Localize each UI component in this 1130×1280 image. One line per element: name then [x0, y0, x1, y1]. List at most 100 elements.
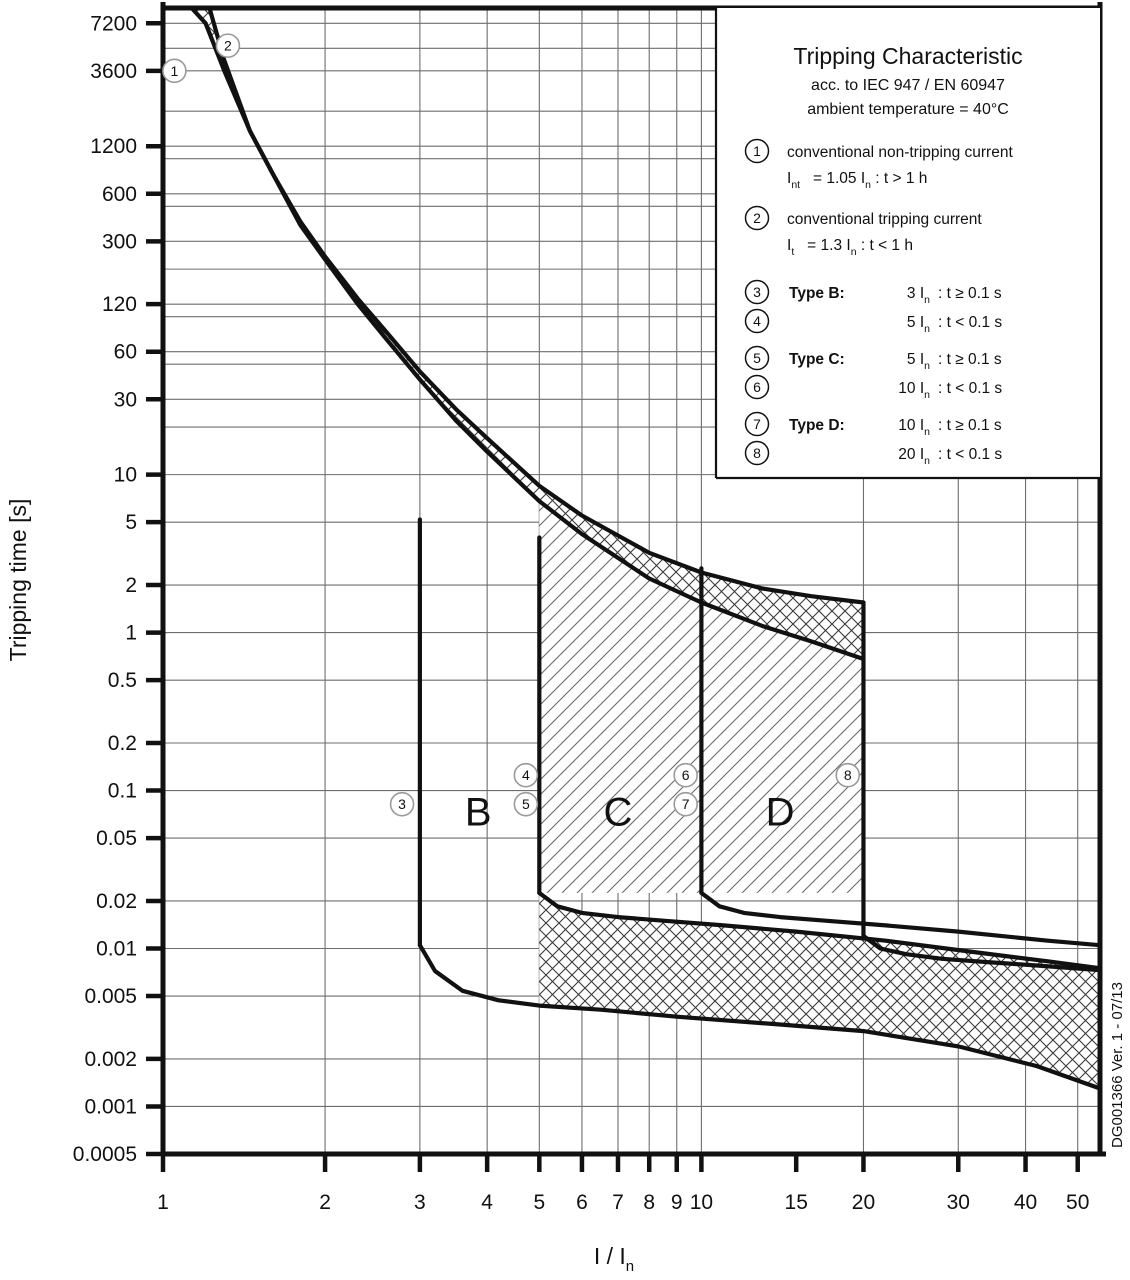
zone-label-C: C	[604, 791, 633, 835]
type-D-row-b-cond: : t < 0.1 s	[938, 446, 1002, 463]
y-tick-label: 3600	[90, 60, 137, 83]
marker-number-2: 2	[753, 210, 761, 226]
x-tick-label: 8	[643, 1191, 655, 1214]
type-B-label: Type B:	[789, 285, 845, 302]
characteristic-curves	[189, 8, 1100, 1091]
x-tick-label: 20	[852, 1191, 875, 1214]
x-tick-label: 10	[690, 1191, 713, 1214]
y-tick-label: 300	[102, 230, 137, 253]
x-tick-label: 40	[1014, 1191, 1037, 1214]
curve-D-20In-knee	[861, 933, 1100, 973]
y-tick-label: 30	[114, 388, 137, 411]
curve-B-3In-knee	[417, 943, 1100, 1091]
zone-fill-D	[701, 602, 864, 893]
marker-circle-7	[744, 411, 770, 437]
x-tick-label: 30	[947, 1191, 970, 1214]
legend-entry-1-line1: conventional non-tripping current	[787, 144, 1013, 161]
plot-marker-circle-2	[215, 33, 241, 58]
plot-marker-number-7: 7	[682, 796, 690, 812]
y-tick-label: 0.1	[108, 780, 137, 803]
y-tick-label: 0.001	[84, 1095, 137, 1118]
x-tick-label: 4	[481, 1191, 493, 1214]
type-B-row-a-value: 3 In	[907, 285, 930, 306]
axis-ticks: 7200360012006003001206030105210.50.20.10…	[73, 12, 1090, 1214]
zone-labels: B C D	[465, 791, 795, 835]
plot-markers: 1 2 3 4 5 6 7 8	[162, 33, 861, 817]
curve-C-5In-knee	[537, 890, 1100, 971]
marker-number-8: 8	[753, 445, 761, 461]
marker-circle-1	[744, 138, 770, 164]
legend-type-D: 7 8 Type D: 10 In : t ≥ 0.1 s 20 In : t …	[744, 411, 1002, 467]
type-C-row-a-value: 5 In	[907, 351, 930, 372]
x-tick-label: 6	[576, 1191, 588, 1214]
type-D-row-a-value: 10 In	[898, 417, 930, 438]
plot-marker-circle-7	[673, 791, 698, 817]
plot-marker-number-1: 1	[171, 63, 179, 79]
plot-marker-number-8: 8	[844, 767, 852, 783]
y-tick-label: 5	[125, 511, 137, 534]
y-tick-label: 7200	[90, 12, 137, 35]
y-tick-label: 0.02	[96, 890, 137, 913]
plot-marker-number-4: 4	[522, 767, 530, 783]
document-code: DG001366 Ver. 1 - 07/13	[1109, 982, 1126, 1148]
magnetic-lower-band	[539, 892, 1100, 1089]
type-C-row-b-cond: : t < 0.1 s	[938, 380, 1002, 397]
marker-circle-3	[744, 279, 770, 305]
plot-marker-circle-3	[389, 791, 415, 817]
y-tick-label: 0.5	[108, 669, 137, 692]
y-axis-title: Tripping time [s]	[5, 499, 31, 662]
marker-number-7: 7	[753, 416, 761, 432]
x-tick-label: 1	[157, 1191, 169, 1214]
type-C-row-a-cond: : t ≥ 0.1 s	[938, 351, 1002, 368]
x-tick-label: 9	[671, 1191, 683, 1214]
plot-marker-number-6: 6	[682, 767, 690, 783]
y-tick-label: 60	[114, 341, 137, 364]
x-axis-title: I / In	[594, 1243, 634, 1275]
legend-type-B: 3 4 Type B: 3 In : t ≥ 0.1 s 5 In : t < …	[744, 279, 1002, 335]
curve-thermal-lower	[207, 8, 866, 662]
legend-title: Tripping Characteristic	[793, 43, 1022, 69]
marker-circle-5	[744, 345, 770, 371]
y-tick-label: 0.2	[108, 732, 137, 755]
type-D-row-b-value: 20 In	[898, 446, 930, 467]
legend-type-C: 5 6 Type C: 5 In : t ≥ 0.1 s 10 In : t <…	[744, 345, 1002, 401]
legend-entry-2-line2: It = 1.3 In : t < 1 h	[787, 237, 913, 258]
legend-entry-1: 1 conventional non-tripping current Int …	[744, 138, 1013, 191]
y-tick-label: 0.01	[96, 937, 137, 960]
marker-circle-2	[744, 205, 770, 231]
type-C-label: Type C:	[789, 351, 845, 368]
legend-entry-1-line2: Int = 1.05 In : t > 1 h	[787, 170, 927, 191]
y-tick-label: 0.002	[84, 1048, 137, 1071]
y-tick-label: 0.0005	[73, 1143, 137, 1166]
type-D-label: Type D:	[789, 417, 845, 434]
type-B-row-a-cond: : t ≥ 0.1 s	[938, 285, 1002, 302]
legend-subtitle-temperature: ambient temperature = 40°C	[807, 101, 1009, 118]
type-C-row-b-value: 10 In	[898, 380, 930, 401]
plot-marker-circle-4	[513, 762, 539, 788]
zone-label-B: B	[465, 791, 492, 835]
marker-number-3: 3	[753, 284, 761, 300]
plot-marker-circle-5	[513, 791, 539, 817]
curve-D-10In-knee	[699, 890, 1100, 948]
y-tick-label: 1	[125, 622, 137, 645]
y-tick-label: 1200	[90, 135, 137, 158]
legend-panel: Tripping Characteristic acc. to IEC 947 …	[714, 8, 1100, 480]
y-tick-label: 600	[102, 183, 137, 206]
y-tick-label: 0.005	[84, 985, 137, 1008]
plot-marker-number-5: 5	[522, 796, 530, 812]
marker-number-5: 5	[753, 350, 761, 366]
type-B-row-b-cond: : t < 0.1 s	[938, 314, 1002, 331]
marker-circle-6	[744, 374, 770, 400]
y-tick-label: 120	[102, 293, 137, 316]
x-tick-label: 15	[785, 1191, 808, 1214]
zone-label-D: D	[766, 791, 795, 835]
x-tick-label: 7	[612, 1191, 624, 1214]
x-tick-label: 3	[414, 1191, 426, 1214]
marker-number-4: 4	[753, 313, 761, 329]
marker-number-1: 1	[753, 143, 761, 159]
legend-entry-2: 2 conventional tripping current It = 1.3…	[744, 205, 982, 258]
marker-circle-4	[744, 308, 770, 334]
legend-entry-2-line1: conventional tripping current	[787, 211, 982, 228]
